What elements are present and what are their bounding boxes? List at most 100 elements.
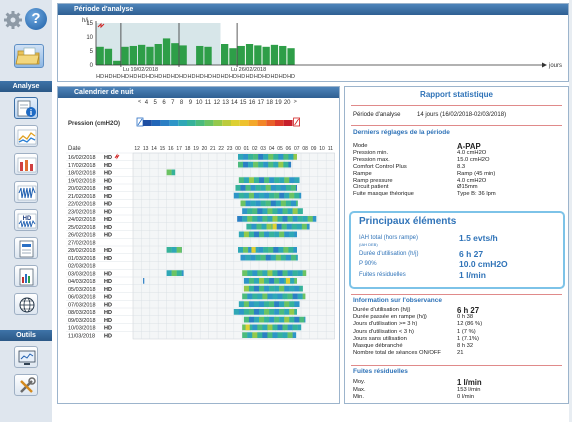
pressure-session-segment [253, 247, 259, 253]
pressure-session-segment [243, 192, 250, 199]
row-hd-badge: HD [104, 233, 112, 239]
usage-bar [237, 45, 245, 65]
trend-chart-button[interactable] [14, 125, 38, 147]
row-hd-badge: HD [104, 279, 112, 285]
pressure-session-segment [245, 200, 251, 207]
usage-bar [245, 44, 254, 65]
web-export-button[interactable] [14, 293, 38, 315]
pressure-session-segment [171, 247, 177, 253]
pressure-session-segment [253, 161, 259, 168]
pressure-session-segment [267, 270, 273, 276]
pressure-session-segment [262, 208, 268, 214]
usage-bar-chart[interactable]: 15 10 5 0 h/j jours Lu 19/02/2018 Lu 26/02/2018… [58, 15, 568, 81]
row-hd-badge: HD [104, 256, 112, 262]
pressure-session-segment [287, 324, 293, 331]
hour-column-header: 00 [235, 146, 241, 152]
usage-bar [121, 46, 129, 65]
legend-high-slash [294, 118, 299, 126]
usage-bar [171, 43, 179, 65]
pressure-session-segment [289, 285, 295, 292]
row-date: 20/02/2018 [68, 186, 96, 192]
pressure-session-segment [233, 192, 240, 199]
pressure-session-segment [259, 285, 265, 292]
pressure-session-segment [240, 185, 246, 191]
pressure-session-segment [265, 200, 271, 207]
pressure-session-segment [252, 324, 258, 331]
open-folder-icon[interactable] [14, 44, 44, 68]
pressure-session-segment [235, 185, 241, 191]
row-date: 10/03/2018 [68, 326, 96, 332]
pressure-session-segment [289, 301, 295, 307]
help-icon[interactable]: ? [25, 8, 47, 30]
hour-column-header: 19 [193, 146, 199, 152]
setting-row-label: Pression min. [353, 149, 389, 156]
observance-row: Durée d'utilisation (h/j) 6 h 27 [353, 306, 563, 315]
y-tick-label: 10 [86, 35, 93, 41]
pressure-session-segment [294, 231, 297, 238]
waveform-icon [17, 185, 37, 201]
pressure-session-segment [238, 161, 244, 168]
report-period-label: Période d'analyse [353, 112, 401, 118]
pressure-session-segment [269, 177, 275, 183]
legend-color-swatch [143, 120, 152, 126]
legend-tick-label: 9 [189, 100, 193, 106]
pressure-session-segment [297, 208, 303, 214]
pressure-session-segment [238, 309, 245, 315]
pressure-session-segment [293, 247, 297, 253]
settings-section-title: Derniers réglages de la période [353, 129, 450, 136]
pressure-session-segment [295, 254, 298, 261]
week-date-label: Lu 19/02/2018 [123, 67, 158, 73]
pressure-session-segment [270, 254, 276, 261]
pressure-session-segment [233, 309, 240, 315]
pressure-session-segment [272, 293, 278, 300]
pressure-session-segment [253, 192, 260, 199]
pressure-session-segment [297, 216, 303, 222]
pressure-curve-button[interactable] [14, 181, 38, 203]
pressure-session-segment [252, 293, 258, 300]
summary-report-button[interactable] [14, 265, 38, 287]
calendar-chart-button[interactable] [14, 153, 38, 175]
pressure-session-segment [275, 185, 282, 191]
pressure-session-segment [280, 254, 287, 261]
statistics-report-button[interactable]: i [14, 97, 38, 119]
usage-bar [270, 44, 279, 65]
settings-gear-icon[interactable] [3, 10, 23, 30]
pressure-session-segment [257, 324, 263, 331]
leaks-row-value: 1 l/min [457, 378, 482, 387]
detail-report-button[interactable] [14, 237, 38, 259]
row-date: 11/03/2018 [68, 333, 95, 339]
y-tick-label: 0 [90, 63, 94, 69]
row-date: 25/02/2018 [68, 225, 96, 231]
legend-tick-label: 6 [162, 100, 166, 106]
pressure-session-segment [259, 309, 265, 315]
legend-low-slash [137, 118, 143, 126]
pressure-session-segment [242, 208, 248, 214]
usage-bar [179, 45, 187, 65]
trend-lines-icon [17, 129, 37, 145]
day-hd-label: HD [104, 74, 112, 80]
row-hd-badge: HD [104, 186, 112, 192]
maintenance-tools-button[interactable] [14, 374, 38, 396]
observance-row-label: Durée d'utilisation (h/j) [353, 307, 411, 313]
hour-column-header: 08 [302, 146, 308, 152]
usage-bar [254, 45, 262, 65]
pressure-session-segment [242, 216, 248, 222]
pressure-session-segment [307, 216, 313, 222]
legend-color-swatch [160, 120, 170, 126]
setting-row-value: 15.0 cmH2O [457, 156, 490, 163]
hour-column-header: 12 [134, 146, 140, 152]
main-element-value: 10.0 cmH2O [459, 259, 508, 269]
leaks-row-value: 153 l/min [457, 386, 481, 393]
pressure-session-segment [279, 309, 285, 315]
pressure-session-segment [285, 200, 292, 207]
high-definition-button[interactable]: HD [14, 209, 38, 231]
pressure-session-segment [277, 332, 283, 338]
pressure-session-segment [274, 192, 280, 199]
usage-bar [113, 60, 121, 65]
device-tools-button[interactable] [14, 346, 38, 368]
left-sidebar: ? Analyse i HD Outils [0, 0, 52, 422]
pressure-session-segment [279, 278, 285, 284]
pressure-session-segment [272, 208, 278, 214]
pressure-session-segment [290, 200, 297, 207]
